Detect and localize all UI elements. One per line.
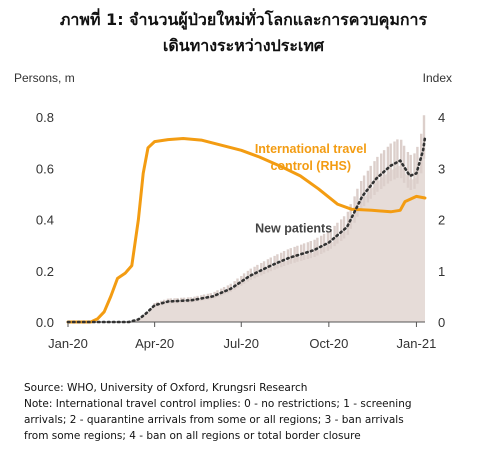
chart-title-line-2: เดินทางระหว่างประเทศ: [162, 36, 325, 55]
right-tick-label: 3: [438, 161, 445, 176]
x-tick-label: Jul-20: [224, 336, 259, 351]
left-tick-label: 0.2: [36, 264, 54, 279]
x-tick-label: Oct-20: [309, 336, 348, 351]
note-line-2: arrivals; 2 - quarantine arrivals from s…: [24, 414, 404, 426]
left-axis-label: Persons, m: [14, 71, 75, 85]
x-tick-label: Jan-21: [397, 336, 437, 351]
new-patients-area: [68, 143, 425, 322]
left-tick-label: 0.6: [36, 161, 54, 176]
source-text: Source: WHO, University of Oxford, Krung…: [24, 382, 308, 394]
annotation-line: New patients: [255, 221, 332, 235]
new-patients-area-layer: [68, 115, 426, 322]
left-tick-label: 0.4: [36, 213, 54, 228]
left-tick-label: 0.0: [36, 315, 54, 330]
chart-title-line-1: ภาพที่ 1: จำนวนผู้ป่วยใหม่ทั่วโลกและการค…: [59, 10, 428, 29]
note-line-1: Note: International travel control impli…: [24, 398, 412, 410]
travel-control-annotation: International travel control (RHS): [255, 142, 367, 173]
right-tick-label: 4: [438, 110, 445, 125]
annotation-line: International travel: [255, 142, 367, 156]
new-patients-annotation: New patients: [255, 221, 332, 235]
annotation-line: control (RHS): [270, 159, 351, 173]
axes-layer: Persons, m Index 0.0 0.2 0.4 0.6 0.8 0 1 2 3 4 Jan-2…: [14, 71, 452, 351]
series-layer: [66, 136, 427, 324]
chart-plot: Persons, m Index 0.0 0.2 0.4 0.6 0.8 0 1 2 3 4 Jan-2…: [14, 71, 452, 351]
x-tick-label: Apr-20: [135, 336, 174, 351]
right-axis-label: Index: [423, 71, 452, 85]
x-tick-label: Jan-20: [48, 336, 88, 351]
new-patients-line: [66, 136, 427, 324]
left-tick-label: 0.8: [36, 110, 54, 125]
travel-control-line: [66, 137, 427, 324]
right-tick-label: 1: [438, 264, 445, 279]
right-tick-label: 2: [438, 213, 445, 228]
right-tick-label: 0: [438, 315, 445, 330]
annotation-layer: International travel control (RHS) New pat…: [255, 142, 367, 235]
chart-notes: Source: WHO, University of Oxford, Krung…: [24, 380, 479, 444]
note-line-3: from some regions; 4 - ban on all region…: [24, 430, 361, 442]
